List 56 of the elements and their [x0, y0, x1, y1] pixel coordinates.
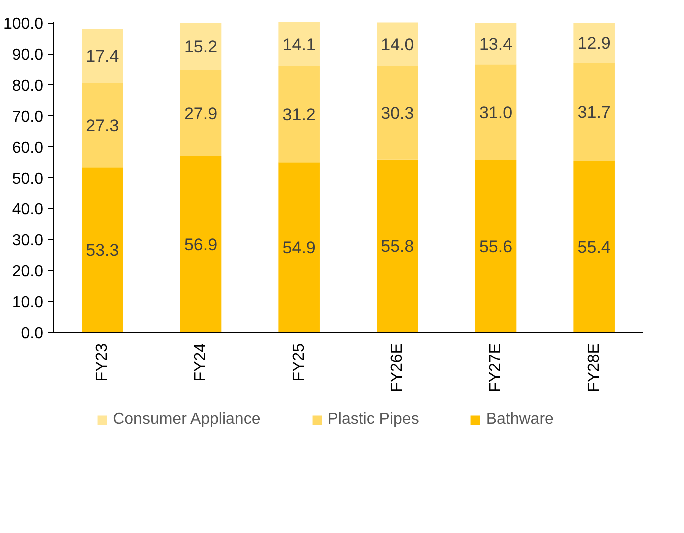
y-tick-label: 80.0 — [12, 78, 44, 95]
bar — [180, 70, 222, 156]
data-label: 31.2 — [282, 105, 316, 124]
bar — [180, 23, 222, 70]
bar — [278, 22, 320, 66]
bar — [377, 22, 418, 66]
bar — [278, 66, 320, 163]
legend-label: Bathware — [486, 411, 554, 429]
y-tick-label: 10.0 — [12, 294, 44, 312]
bar — [82, 168, 124, 332]
x-tick-label: FY26E — [389, 343, 406, 392]
data-label: 12.9 — [578, 34, 611, 54]
data-label: 13.4 — [479, 34, 513, 54]
y-tick-label: 0.0 — [21, 326, 44, 342]
x-tick-label: FY28E — [586, 343, 603, 392]
bar — [574, 63, 615, 162]
data-label: 31.7 — [578, 103, 611, 122]
y-tick-label: 90.0 — [12, 47, 44, 64]
data-label: 55.6 — [479, 237, 513, 256]
data-label: 27.3 — [86, 116, 120, 136]
data-label: 14.0 — [381, 35, 414, 54]
bar — [574, 161, 615, 332]
bar — [574, 23, 615, 64]
data-label: 31.0 — [479, 104, 513, 123]
y-tick-label: 100.0 — [3, 16, 44, 34]
bar — [475, 160, 517, 332]
y-tick-label: 20.0 — [12, 264, 44, 281]
bar — [475, 64, 517, 160]
x-tick-label: FY27E — [488, 343, 504, 392]
y-tick-label: 70.0 — [12, 108, 44, 126]
data-label: 55.4 — [578, 238, 611, 257]
bar — [377, 66, 418, 160]
y-tick-label: 30.0 — [12, 232, 44, 250]
y-tick-label: 60.0 — [12, 140, 44, 157]
data-label: 54.9 — [282, 238, 316, 258]
data-label: 15.2 — [184, 38, 218, 57]
y-tick-label: 50.0 — [12, 170, 44, 188]
data-label: 53.3 — [86, 241, 120, 260]
data-label: 56.9 — [184, 235, 218, 254]
bar — [82, 29, 124, 84]
legend-label: Consumer Appliance — [113, 411, 261, 429]
x-tick-label: FY25 — [290, 343, 308, 382]
bar — [475, 23, 517, 65]
data-label: 14.1 — [282, 35, 316, 54]
data-label: 17.4 — [86, 47, 120, 66]
x-tick-label: FY24 — [192, 343, 210, 382]
bar — [278, 162, 320, 332]
bar — [180, 156, 222, 332]
data-label: 30.3 — [381, 104, 414, 123]
y-tick-label: 40.0 — [12, 202, 44, 219]
bar — [82, 83, 124, 168]
x-tick-label: FY23 — [94, 343, 112, 382]
bar — [377, 160, 418, 332]
data-label: 27.9 — [184, 104, 218, 124]
legend-label: Plastic Pipes — [328, 411, 420, 429]
data-label: 55.8 — [381, 237, 414, 256]
